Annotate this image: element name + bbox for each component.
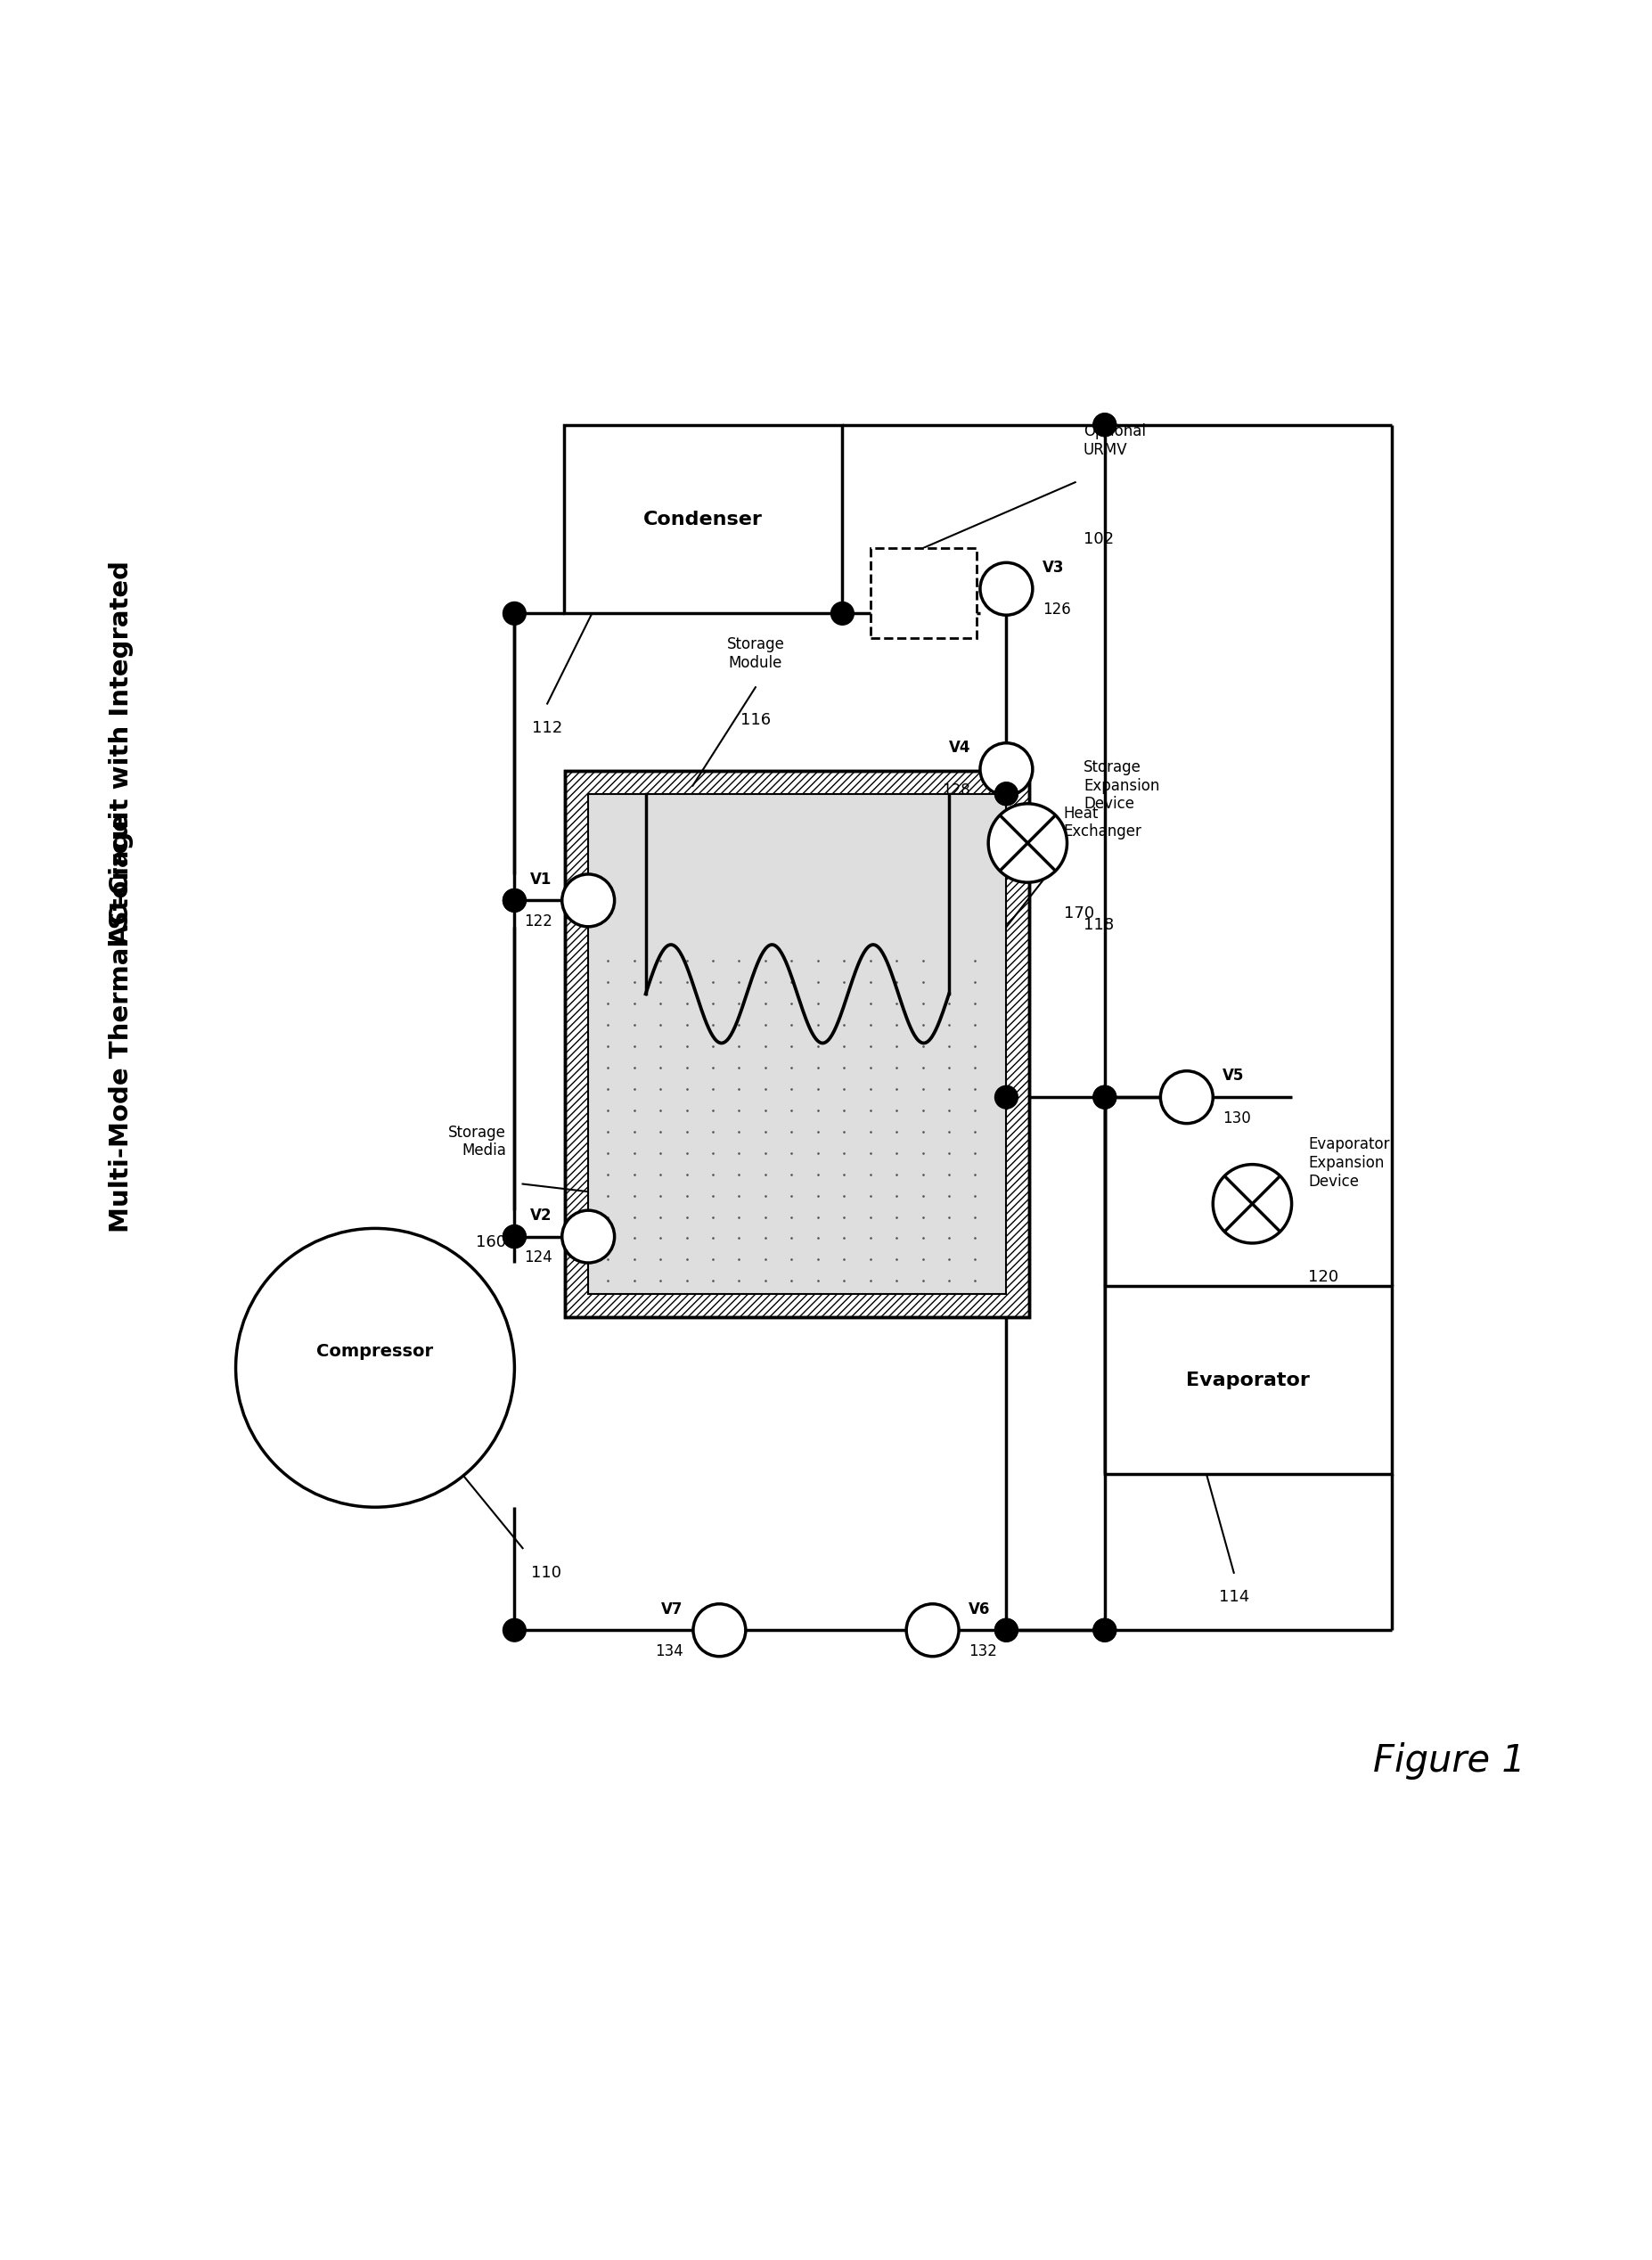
Text: Storage
Expansion
Device: Storage Expansion Device	[1084, 759, 1160, 811]
Text: Figure 1: Figure 1	[1373, 1742, 1525, 1781]
Text: V6: V6	[968, 1600, 990, 1618]
Text: Multi-Mode Thermal Storage: Multi-Mode Thermal Storage	[109, 814, 134, 1234]
Text: V7: V7	[661, 1600, 684, 1618]
Circle shape	[694, 1605, 745, 1657]
Bar	[565, 771, 1029, 1318]
Text: 124: 124	[524, 1250, 552, 1266]
Text: 120: 120	[1308, 1270, 1338, 1286]
Text: 114: 114	[1219, 1589, 1249, 1605]
Text: Heat
Exchanger: Heat Exchanger	[1064, 805, 1142, 841]
Circle shape	[502, 1225, 525, 1248]
Circle shape	[502, 1225, 525, 1248]
Circle shape	[1094, 1618, 1117, 1641]
Text: V2: V2	[530, 1207, 552, 1223]
Circle shape	[988, 805, 1067, 881]
Circle shape	[502, 888, 525, 911]
Circle shape	[1094, 414, 1117, 436]
Circle shape	[995, 1618, 1018, 1641]
Text: Condenser: Condenser	[643, 511, 763, 529]
Bar	[871, 547, 976, 637]
Text: Optional
URMV: Optional URMV	[1084, 423, 1146, 459]
Circle shape	[502, 1618, 525, 1641]
Text: 160: 160	[476, 1234, 506, 1250]
Circle shape	[1213, 1164, 1292, 1243]
Bar	[588, 793, 1006, 1295]
Text: Compressor: Compressor	[317, 1342, 433, 1361]
Circle shape	[1094, 1085, 1117, 1110]
Circle shape	[502, 601, 525, 626]
Text: V5: V5	[1222, 1069, 1244, 1085]
Text: Evaporator: Evaporator	[1186, 1372, 1310, 1390]
Text: 102: 102	[1084, 531, 1113, 547]
Text: 110: 110	[530, 1564, 562, 1580]
Text: 122: 122	[524, 913, 552, 929]
Text: Storage
Module: Storage Module	[727, 637, 785, 671]
Bar	[565, 771, 1029, 1318]
Text: 128: 128	[942, 782, 970, 798]
Circle shape	[995, 782, 1018, 805]
Text: 116: 116	[740, 712, 771, 728]
Circle shape	[907, 1605, 958, 1657]
Text: 112: 112	[532, 721, 563, 737]
Text: 170: 170	[1064, 906, 1094, 922]
Text: V3: V3	[1042, 560, 1064, 576]
Text: 130: 130	[1222, 1110, 1251, 1125]
Text: V1: V1	[530, 872, 552, 888]
Circle shape	[1160, 1071, 1213, 1123]
Circle shape	[562, 875, 615, 927]
Text: 118: 118	[1084, 918, 1113, 933]
Circle shape	[1094, 414, 1117, 436]
Text: 132: 132	[968, 1643, 998, 1659]
Circle shape	[980, 744, 1032, 796]
Circle shape	[502, 888, 525, 911]
Text: V4: V4	[948, 739, 970, 757]
Text: 126: 126	[1042, 601, 1070, 617]
Bar	[563, 425, 843, 612]
Circle shape	[980, 563, 1032, 615]
Text: 134: 134	[656, 1643, 684, 1659]
Circle shape	[1094, 1618, 1117, 1641]
Circle shape	[995, 1618, 1018, 1641]
Circle shape	[995, 1085, 1018, 1110]
Circle shape	[995, 782, 1018, 805]
Circle shape	[562, 1211, 615, 1263]
Circle shape	[236, 1229, 514, 1507]
Text: Storage
Media: Storage Media	[448, 1125, 506, 1159]
Text: Evaporator
Expansion
Device: Evaporator Expansion Device	[1308, 1137, 1389, 1189]
Circle shape	[831, 601, 854, 626]
Text: AC-Circuit with Integrated: AC-Circuit with Integrated	[109, 560, 134, 945]
Bar	[1105, 1286, 1391, 1474]
Circle shape	[1094, 1085, 1117, 1110]
